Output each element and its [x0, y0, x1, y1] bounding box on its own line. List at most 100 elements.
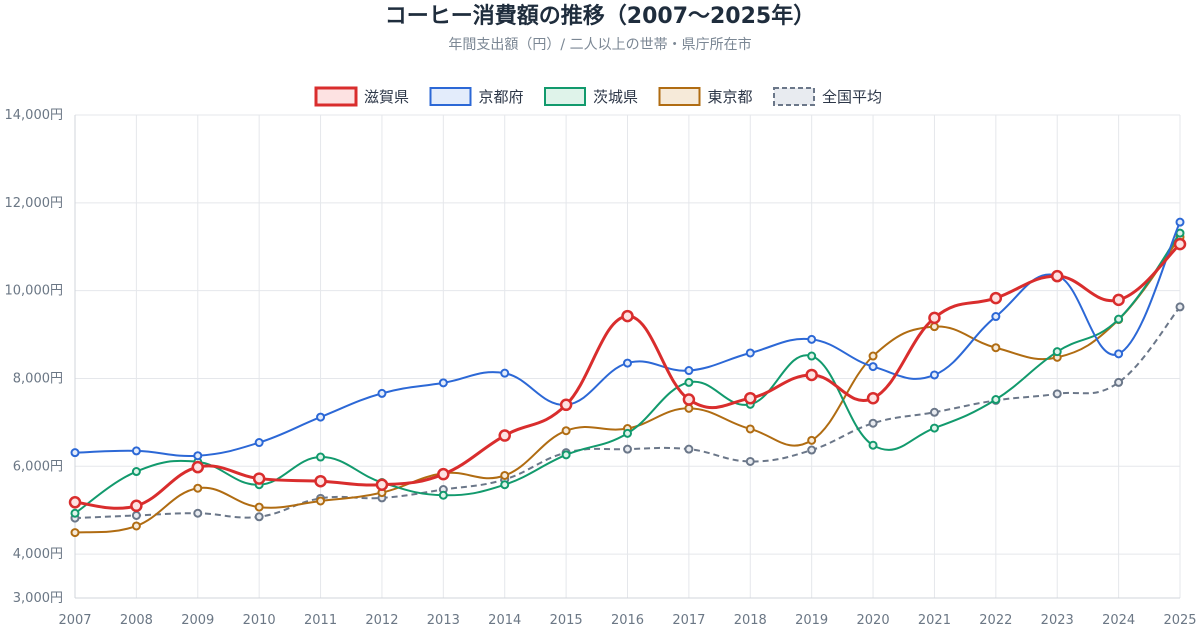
data-point[interactable]: [254, 438, 264, 448]
data-point[interactable]: [991, 343, 1001, 353]
data-point[interactable]: [991, 395, 1001, 405]
y-tick-label: 4,000円: [13, 547, 63, 562]
data-point[interactable]: [314, 474, 327, 488]
y-tick-label: 14,000円: [5, 108, 64, 123]
data-point[interactable]: [438, 378, 448, 388]
data-point[interactable]: [377, 388, 387, 398]
data-point[interactable]: [868, 362, 878, 372]
data-point[interactable]: [991, 312, 1001, 322]
data-point[interactable]: [131, 446, 141, 456]
legend-item[interactable]: 京都府: [429, 87, 524, 106]
y-tick-label: 3,000円: [13, 591, 63, 606]
legend-label: 全国平均: [822, 88, 882, 106]
series-滋賀県: [68, 237, 1187, 513]
data-point[interactable]: [868, 440, 878, 450]
data-point[interactable]: [316, 412, 326, 422]
legend-label: 茨城県: [593, 88, 638, 106]
legend-label: 京都府: [479, 88, 524, 106]
grid-lines: [74, 114, 1181, 599]
data-point[interactable]: [1050, 269, 1064, 283]
data-point[interactable]: [559, 398, 573, 412]
y-tick-label: 6,000円: [13, 459, 63, 474]
data-point[interactable]: [807, 445, 817, 455]
data-point[interactable]: [807, 435, 817, 445]
data-point[interactable]: [252, 472, 266, 485]
data-point[interactable]: [498, 429, 511, 442]
data-point[interactable]: [1112, 293, 1125, 307]
data-point[interactable]: [989, 291, 1003, 305]
legend-swatch: [314, 86, 358, 107]
data-point[interactable]: [1175, 217, 1185, 227]
data-point[interactable]: [70, 528, 80, 538]
data-point[interactable]: [500, 470, 510, 480]
data-point[interactable]: [131, 467, 141, 477]
data-point[interactable]: [1052, 389, 1062, 399]
data-point[interactable]: [254, 512, 264, 522]
legend-swatch: [429, 87, 472, 106]
data-point[interactable]: [131, 521, 141, 531]
x-tick-label: 2015: [550, 613, 583, 628]
data-point[interactable]: [807, 334, 817, 344]
data-point[interactable]: [68, 496, 82, 509]
data-point[interactable]: [500, 368, 510, 378]
data-point[interactable]: [805, 368, 818, 382]
legend-item[interactable]: 滋賀県: [314, 86, 409, 107]
x-tick-label: 2019: [795, 613, 828, 628]
y-tick-label: 10,000円: [5, 284, 64, 299]
x-tick-label: 2012: [365, 613, 398, 628]
data-point[interactable]: [866, 391, 880, 405]
data-point[interactable]: [1173, 237, 1187, 251]
legend-item[interactable]: 東京都: [658, 87, 753, 106]
data-point[interactable]: [807, 351, 817, 361]
data-point[interactable]: [868, 418, 878, 428]
legend-item[interactable]: 全国平均: [773, 87, 882, 106]
data-point[interactable]: [561, 426, 571, 436]
legend-item[interactable]: 茨城県: [544, 87, 638, 106]
data-point[interactable]: [929, 407, 939, 417]
data-point[interactable]: [130, 499, 143, 513]
chart-title: コーヒー消費額の推移（2007〜2025年）: [385, 3, 815, 29]
legend-label: 東京都: [708, 88, 753, 106]
data-point[interactable]: [193, 451, 203, 461]
data-point[interactable]: [193, 483, 203, 493]
data-point[interactable]: [623, 428, 632, 438]
data-point[interactable]: [70, 508, 80, 518]
data-point[interactable]: [191, 460, 205, 474]
data-point[interactable]: [70, 448, 80, 458]
data-point[interactable]: [929, 423, 939, 433]
data-point[interactable]: [500, 480, 510, 490]
data-point[interactable]: [1114, 349, 1124, 359]
data-point[interactable]: [682, 393, 696, 406]
data-point[interactable]: [745, 456, 755, 466]
data-point[interactable]: [1052, 347, 1062, 357]
data-point[interactable]: [929, 370, 939, 380]
data-point[interactable]: [316, 452, 326, 462]
data-point[interactable]: [684, 366, 694, 376]
data-point[interactable]: [438, 490, 448, 500]
data-point[interactable]: [1114, 314, 1124, 324]
data-point[interactable]: [437, 467, 450, 481]
data-point[interactable]: [131, 510, 141, 520]
data-point[interactable]: [375, 478, 389, 491]
data-point[interactable]: [745, 424, 755, 434]
x-tick-label: 2025: [1163, 613, 1196, 628]
data-point[interactable]: [684, 444, 694, 454]
y-axis: 3,000円 4,000円 6,000円 8,000円 10,000円 12,000円 14…: [5, 108, 64, 606]
x-axis: 2007 2008 2009 2010 2011 2012 2013 2014 2015 2016…: [58, 613, 1196, 628]
data-point[interactable]: [623, 358, 632, 368]
data-point[interactable]: [868, 351, 878, 361]
data-point[interactable]: [316, 496, 326, 506]
data-point[interactable]: [684, 403, 694, 413]
data-point[interactable]: [254, 502, 264, 512]
data-point[interactable]: [684, 377, 694, 387]
data-point[interactable]: [745, 348, 755, 358]
data-point[interactable]: [928, 311, 941, 325]
data-point[interactable]: [193, 508, 203, 518]
data-point[interactable]: [1114, 377, 1124, 387]
data-point[interactable]: [1175, 302, 1185, 312]
data-point[interactable]: [929, 322, 939, 332]
data-point[interactable]: [744, 391, 757, 405]
data-point[interactable]: [561, 450, 571, 460]
data-point[interactable]: [621, 309, 634, 323]
data-point[interactable]: [623, 444, 632, 454]
